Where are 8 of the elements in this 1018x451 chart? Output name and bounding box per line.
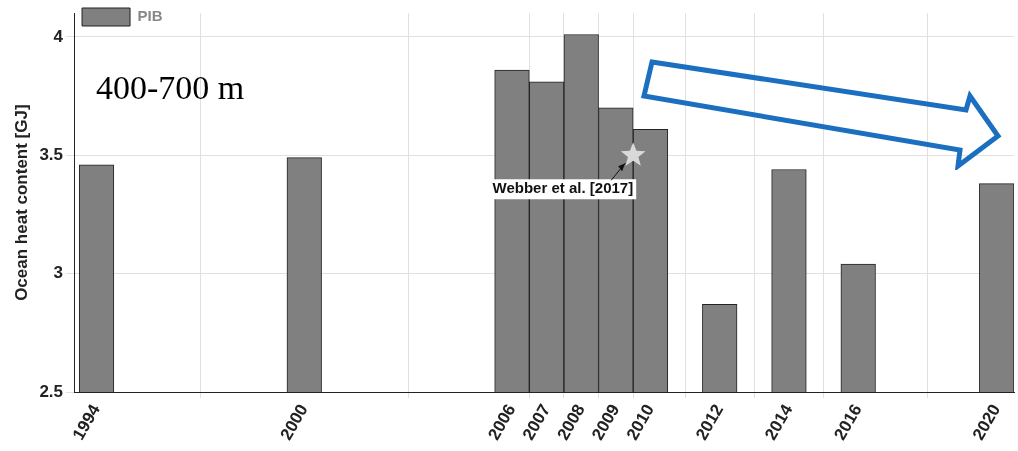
y-tick-label: 4 — [53, 26, 64, 46]
y-tick-label: 2.5 — [39, 381, 64, 401]
annotation: 400-700 m — [96, 69, 245, 107]
y-tick-label: 3.5 — [39, 144, 64, 164]
y-tick-label: 3 — [53, 263, 64, 283]
annotation: Webber et al. [2017] — [492, 178, 634, 196]
y-axis-title: Ocean heat content [GJ] — [11, 104, 31, 301]
legend-label: PIB — [137, 7, 163, 25]
